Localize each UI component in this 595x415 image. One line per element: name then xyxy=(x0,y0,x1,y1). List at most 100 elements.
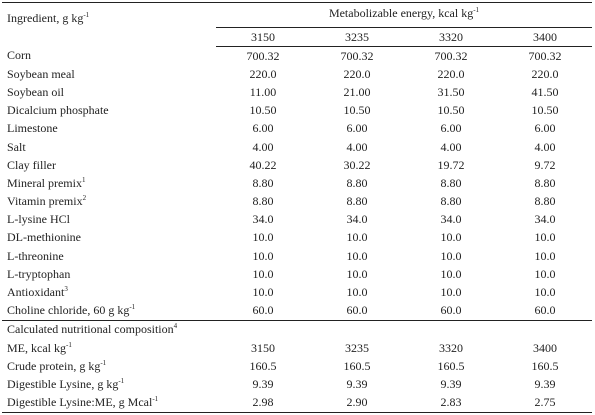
table-cell: 4.00 xyxy=(440,139,462,154)
table-cell: 160.5 xyxy=(343,358,371,373)
table-cell: 8.80 xyxy=(346,175,368,190)
table-cell: 8.80 xyxy=(440,194,462,209)
table-cell: 8.80 xyxy=(346,194,368,209)
row-label: Crude protein, g kg-1 xyxy=(7,358,107,373)
table-cell: 30.22 xyxy=(343,157,371,172)
table-cell: 11.00 xyxy=(249,84,277,99)
table-cell: 60.0 xyxy=(440,303,462,318)
table-cell: 10.50 xyxy=(531,103,559,118)
table-cell: 10.50 xyxy=(343,103,371,118)
table-row: Antioxidant3 10.0 10.0 10.0 10.0 xyxy=(2,283,592,301)
row-label: Dicalcium phosphate xyxy=(7,103,109,118)
table-row: Soybean oil 11.00 21.00 31.50 41.50 xyxy=(2,83,592,101)
table-cell: 10.0 xyxy=(440,285,462,300)
row-label: L-threonine xyxy=(7,248,64,263)
row-label: Soybean meal xyxy=(7,66,75,81)
row-label: Corn xyxy=(7,48,31,63)
row-label: L-tryptophan xyxy=(7,266,71,281)
table-cell: 10.0 xyxy=(440,266,462,281)
table-cell: 34.0 xyxy=(346,212,368,227)
ingredient-column-header: Ingredient, g kg-1 xyxy=(2,2,216,47)
table-cell: 34.0 xyxy=(440,212,462,227)
table-cell: 10.0 xyxy=(346,266,368,281)
table-cell: 220.0 xyxy=(249,66,277,81)
table-cell: 41.50 xyxy=(531,84,559,99)
table-row: Digestible Lysine, g kg-1 9.39 9.39 9.39 9.3… xyxy=(2,375,592,393)
table-row: Clay filler 40.22 30.22 19.72 9.72 xyxy=(2,156,592,174)
table-row: Mineral premix1 8.80 8.80 8.80 8.80 xyxy=(2,174,592,192)
table-cell: 21.00 xyxy=(343,84,371,99)
table-cell: 160.5 xyxy=(249,358,277,373)
level-header: 3235 xyxy=(310,27,404,47)
table-row: Vitamin premix2 8.80 8.80 8.80 8.80 xyxy=(2,193,592,211)
table-cell: 19.72 xyxy=(437,157,465,172)
table-cell: 220.0 xyxy=(437,66,465,81)
table-row: Soybean meal 220.0 220.0 220.0 220.0 xyxy=(2,65,592,83)
table-row: L-threonine 10.0 10.0 10.0 10.0 xyxy=(2,247,592,265)
row-label: Clay filler xyxy=(7,157,56,172)
table-cell: 4.00 xyxy=(534,139,556,154)
composition-title: Calculated nutritional composition4 xyxy=(2,319,592,339)
table-cell: 3400 xyxy=(533,340,557,355)
table-cell: 10.0 xyxy=(534,230,556,245)
row-label: Salt xyxy=(7,139,26,154)
row-label: Choline chloride, 60 g kg-1 xyxy=(7,303,136,318)
composition-section-header: Calculated nutritional composition4 xyxy=(2,319,592,339)
table-cell: 700.32 xyxy=(246,48,280,63)
table-row: L-lysine HCl 34.0 34.0 34.0 34.0 xyxy=(2,211,592,229)
row-label: DL-methionine xyxy=(7,230,81,245)
composition-body: Calculated nutritional composition4 ME, k… xyxy=(2,319,592,413)
table-cell: 40.22 xyxy=(249,157,277,172)
row-label: Digestible Lysine:ME, g Mcal-1 xyxy=(2,393,216,413)
table-cell: 700.32 xyxy=(528,48,562,63)
table-cell: 700.32 xyxy=(434,48,468,63)
table-cell: 10.0 xyxy=(252,230,274,245)
table-row: DL-methionine 10.0 10.0 10.0 10.0 xyxy=(2,229,592,247)
table-cell: 10.0 xyxy=(346,230,368,245)
table-cell: 10.50 xyxy=(249,103,277,118)
table-cell: 10.0 xyxy=(252,266,274,281)
table-row: ME, kcal kg-1 3150 3235 3320 3400 xyxy=(2,339,592,357)
header-row-levels: 3150 3235 3320 3400 xyxy=(2,27,592,47)
table-cell: 10.0 xyxy=(252,248,274,263)
table-cell: 3320 xyxy=(439,340,463,355)
table-cell: 2.75 xyxy=(498,393,592,413)
level-header: 3150 xyxy=(216,27,310,47)
table-cell: 10.50 xyxy=(437,103,465,118)
table-cell: 8.80 xyxy=(534,194,556,209)
table-cell: 6.00 xyxy=(440,121,462,136)
table-row: Limestone 6.00 6.00 6.00 6.00 xyxy=(2,120,592,138)
table-cell: 160.5 xyxy=(531,358,559,373)
table-cell: 10.0 xyxy=(440,248,462,263)
table-cell: 9.72 xyxy=(534,157,556,172)
table-cell: 60.0 xyxy=(534,303,556,318)
table-cell: 10.0 xyxy=(534,285,556,300)
table-cell: 31.50 xyxy=(437,84,465,99)
table-cell: 220.0 xyxy=(343,66,371,81)
table-cell: 9.39 xyxy=(252,376,274,391)
table-cell: 2.90 xyxy=(310,393,404,413)
table-cell: 2.98 xyxy=(216,393,310,413)
table-cell: 10.0 xyxy=(252,285,274,300)
table-cell: 9.39 xyxy=(346,376,368,391)
table-cell: 2.83 xyxy=(404,393,498,413)
table-row: Corn 700.32 700.32 700.32 700.32 xyxy=(2,47,592,66)
table-row: L-tryptophan 10.0 10.0 10.0 10.0 xyxy=(2,265,592,283)
level-header: 3400 xyxy=(498,27,592,47)
table-cell: 700.32 xyxy=(340,48,374,63)
header-row-top: Ingredient, g kg-1 Metabolizable energy,… xyxy=(2,2,592,47)
row-label: Soybean oil xyxy=(7,84,64,99)
level-header: 3320 xyxy=(404,27,498,47)
metabolizable-energy-header: Metabolizable energy, kcal kg-1 xyxy=(216,2,592,28)
table-cell: 60.0 xyxy=(346,303,368,318)
table-cell: 9.39 xyxy=(440,376,462,391)
table-cell: 34.0 xyxy=(252,212,274,227)
table-row: Dicalcium phosphate 10.50 10.50 10.50 10.50 xyxy=(2,102,592,120)
table-cell: 34.0 xyxy=(534,212,556,227)
row-label: Antioxidant3 xyxy=(7,285,68,300)
table-cell: 10.0 xyxy=(534,248,556,263)
table-row: Crude protein, g kg-1 160.5 160.5 160.5 160.… xyxy=(2,357,592,375)
table-cell: 60.0 xyxy=(252,303,274,318)
table-cell: 10.0 xyxy=(346,285,368,300)
